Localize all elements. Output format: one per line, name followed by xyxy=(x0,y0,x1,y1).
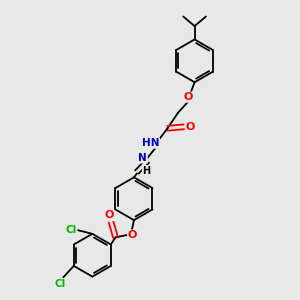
Text: O: O xyxy=(183,92,192,102)
Text: HN: HN xyxy=(142,138,160,148)
Text: O: O xyxy=(186,122,195,132)
Text: Cl: Cl xyxy=(65,225,76,235)
Text: O: O xyxy=(105,210,114,220)
Text: O: O xyxy=(128,230,137,240)
Text: H: H xyxy=(142,166,151,176)
Text: N: N xyxy=(139,153,147,163)
Text: Cl: Cl xyxy=(55,279,66,289)
